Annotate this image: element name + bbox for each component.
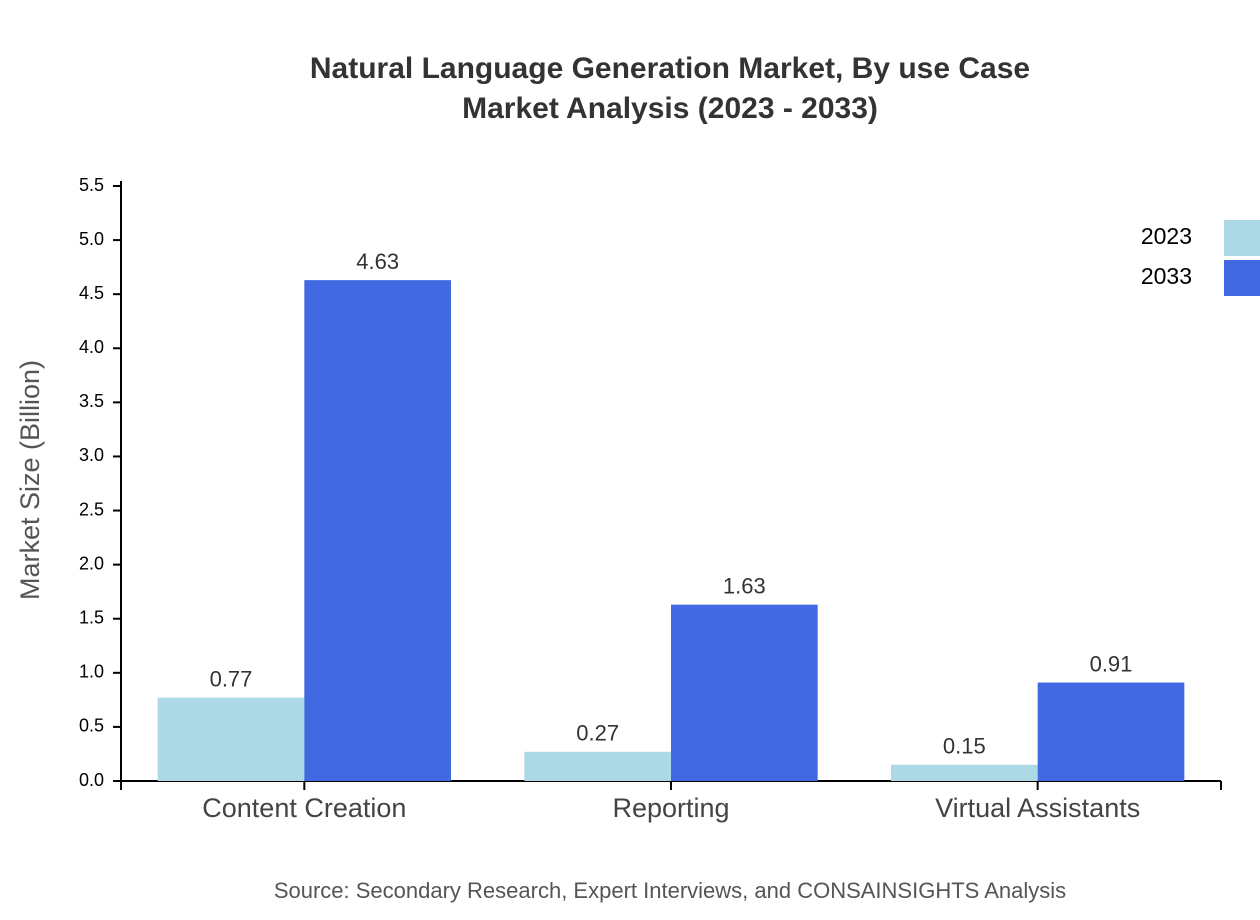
value-label: 0.77 [210, 667, 253, 692]
value-label: 4.63 [356, 249, 399, 274]
value-label: 0.15 [943, 734, 986, 759]
y-axis-title: Market Size (Billion) [15, 360, 45, 600]
x-tick-label: Virtual Assistants [935, 793, 1140, 823]
bar [891, 764, 1038, 781]
legend-swatch [1224, 220, 1260, 256]
source-note: Source: Secondary Research, Expert Inter… [274, 878, 1066, 903]
y-tick-label: 1.5 [79, 607, 104, 627]
chart-subtitle: Market Analysis (2023 - 2033) [462, 92, 878, 125]
y-tick-label: 2.0 [79, 553, 104, 573]
y-tick-label: 4.0 [79, 337, 104, 357]
y-tick-label: 0.0 [79, 770, 104, 790]
value-label: 1.63 [723, 573, 766, 598]
y-tick-label: 1.0 [79, 662, 104, 682]
y-tick-label: 3.5 [79, 391, 104, 411]
value-label: 0.27 [576, 721, 619, 746]
chart-title: Natural Language Generation Market, By u… [310, 52, 1030, 85]
bar [524, 751, 671, 781]
legend-label: 2033 [1141, 263, 1192, 289]
legend-label: 2023 [1141, 223, 1192, 249]
y-tick-label: 5.0 [79, 229, 104, 249]
y-tick-label: 0.5 [79, 716, 104, 736]
y-tick-label: 5.5 [79, 175, 104, 195]
y-tick-label: 4.5 [79, 283, 104, 303]
bar [1037, 682, 1185, 781]
x-tick-label: Content Creation [202, 793, 406, 823]
y-tick-label: 3.0 [79, 445, 104, 465]
x-tick-label: Reporting [612, 793, 729, 823]
y-tick-label: 2.5 [79, 499, 104, 519]
legend-swatch [1224, 260, 1260, 296]
bar [671, 604, 818, 781]
bar [157, 697, 305, 781]
value-label: 0.91 [1090, 651, 1133, 676]
bar [304, 280, 451, 781]
